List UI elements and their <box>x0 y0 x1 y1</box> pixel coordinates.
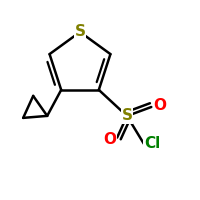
Text: S: S <box>122 108 132 123</box>
Text: S: S <box>74 24 86 39</box>
Text: Cl: Cl <box>144 136 160 152</box>
Text: O: O <box>154 98 166 114</box>
Text: O: O <box>104 132 116 148</box>
